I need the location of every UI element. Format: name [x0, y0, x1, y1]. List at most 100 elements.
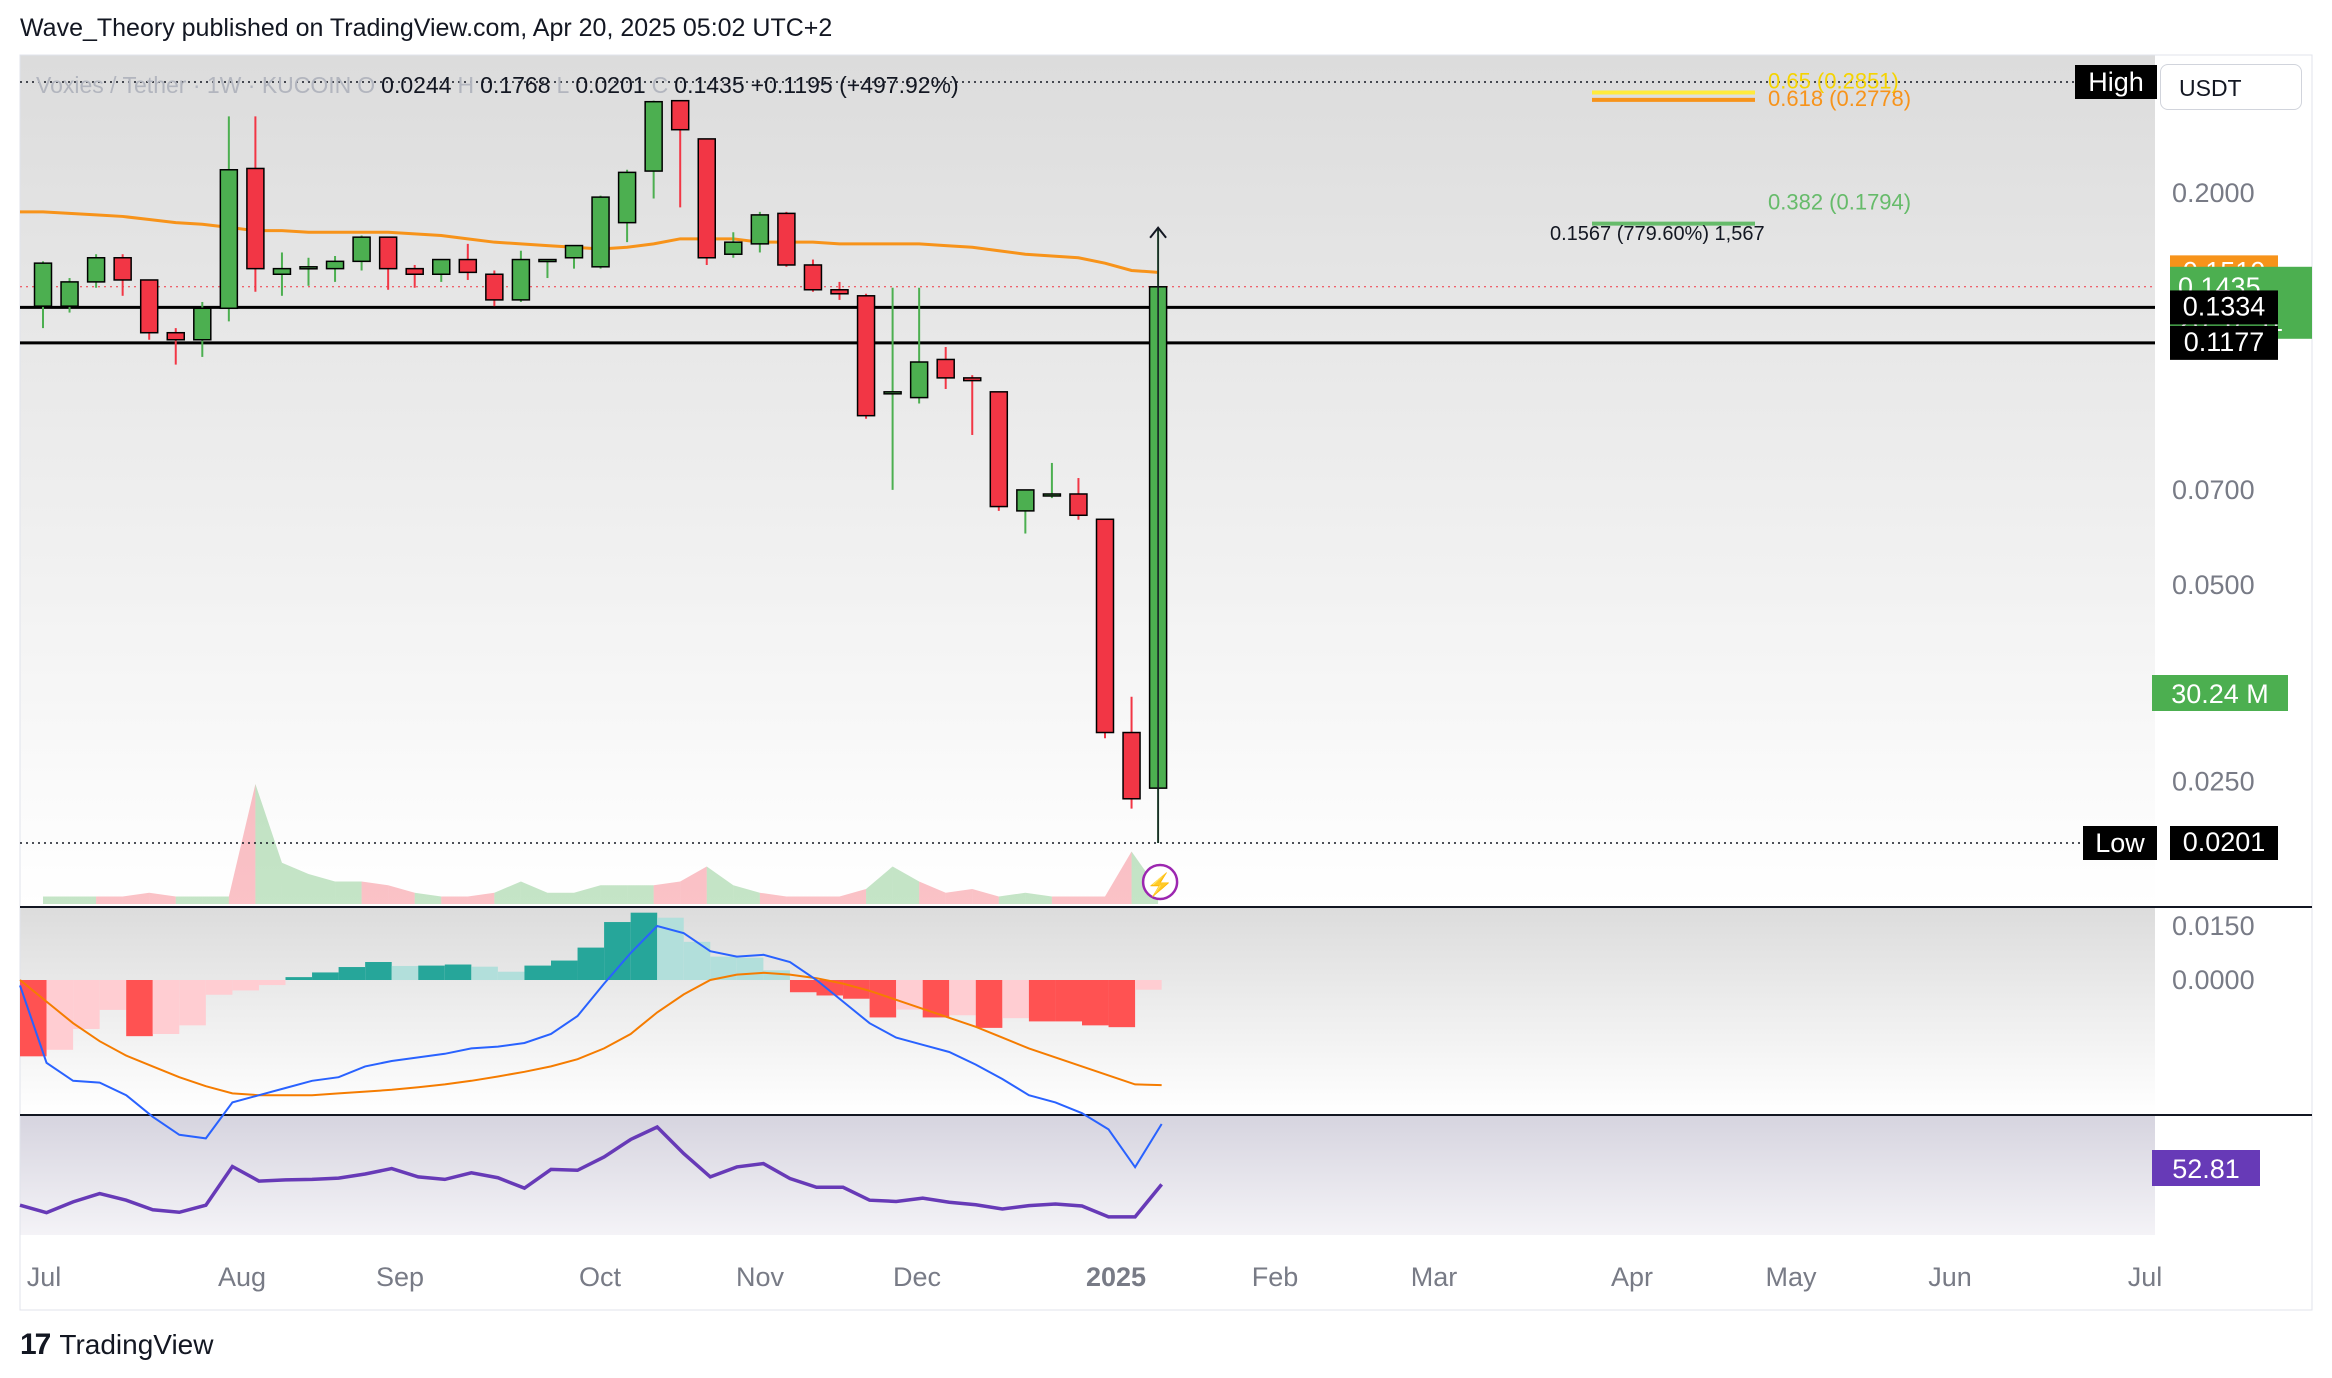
macd-histogram-bar — [418, 965, 445, 980]
candle-body — [538, 258, 557, 263]
candle-body — [617, 171, 637, 224]
volume-area — [919, 881, 946, 904]
volume-area — [812, 896, 840, 904]
candle-body — [299, 266, 318, 270]
macd-histogram-bar — [391, 965, 419, 980]
macd-histogram-bar — [46, 980, 74, 1050]
volume-area — [467, 892, 495, 904]
volume-area — [759, 892, 787, 904]
candle-body — [724, 241, 743, 255]
date-axis-tick: Jul — [27, 1262, 62, 1292]
macd-histogram-bar — [975, 980, 1003, 1028]
low-tag: Low — [2095, 828, 2145, 858]
date-axis-tick: Dec — [893, 1262, 941, 1292]
tradingview-logo[interactable]: 17 TradingView — [20, 1328, 213, 1362]
volume-area — [414, 892, 442, 904]
macd-histogram-bar — [471, 966, 498, 980]
high-tag-bg — [2075, 65, 2157, 99]
legend-high-label: H — [457, 72, 475, 98]
macd-histogram-bar — [312, 972, 339, 980]
candle-body — [60, 281, 79, 307]
volume-area — [1105, 851, 1132, 904]
rsi-tag-bg — [2152, 1150, 2260, 1186]
macd-zero-tick: 0.0000 — [2172, 965, 2255, 995]
volume-area — [839, 889, 867, 904]
volume-area — [574, 885, 601, 904]
rsi-pane-background — [20, 1115, 2155, 1235]
candle-body — [1069, 493, 1088, 517]
volume-area — [733, 885, 760, 904]
volume-area — [945, 889, 973, 904]
candle-body — [1042, 493, 1062, 497]
legend-open: 0.0244 — [381, 72, 452, 98]
volume-area — [175, 896, 203, 904]
volume-area — [998, 892, 1026, 904]
candle-body — [432, 258, 451, 275]
macd-histogram-bar — [444, 964, 472, 980]
candle-body — [33, 262, 53, 307]
macd-signal-line — [19, 971, 1162, 1097]
price-pane-background — [20, 55, 2155, 907]
date-axis-tick: Jun — [1928, 1262, 1972, 1292]
macd-histogram-bar — [710, 956, 737, 980]
volume-area — [388, 885, 415, 904]
date-axis-tick: Nov — [736, 1262, 785, 1292]
volume-area — [228, 784, 256, 904]
macd-histogram-bar — [73, 980, 100, 1029]
date-axis-tick: Jul — [2128, 1262, 2163, 1292]
macd-histogram-bar — [816, 980, 844, 996]
macd-histogram-bar — [1002, 980, 1029, 1019]
macd-line — [19, 924, 1163, 1170]
level-tag: 0.1334 — [2183, 291, 2266, 321]
measure-label: 0.1567 (779.60%) 1,567 — [1550, 223, 1765, 245]
volume-area — [547, 892, 574, 904]
candle-body — [697, 138, 716, 259]
level-tag-bg — [2170, 290, 2278, 325]
macd-histogram-bar — [126, 980, 153, 1037]
candle-body — [750, 214, 770, 245]
candle-body — [246, 167, 265, 270]
volume-area — [122, 892, 150, 904]
candle-body — [113, 257, 132, 281]
volume-area — [255, 784, 282, 904]
high-tag: High — [2088, 67, 2144, 97]
fib-065-label: 0.65 (0.2851) — [1768, 69, 1899, 94]
macd-histogram-bar — [1135, 980, 1162, 990]
macd-histogram-bar — [1108, 980, 1136, 1028]
candle-body — [830, 289, 849, 295]
legend-low: 0.0201 — [575, 72, 646, 98]
date-axis-tick: Mar — [1411, 1262, 1458, 1292]
volume-tag-bg — [2152, 675, 2288, 711]
volume-area — [361, 881, 389, 904]
price-axis-tick: 0.0700 — [2172, 475, 2255, 505]
volume-area — [281, 862, 309, 904]
candle-body — [1095, 518, 1115, 734]
price-axis-tick: 0.2000 — [2172, 178, 2255, 208]
macd-histogram-bar — [1028, 980, 1056, 1022]
candle-body — [485, 273, 504, 301]
macd-histogram-bar — [630, 912, 658, 980]
candle-body — [591, 196, 610, 268]
candle-body — [378, 236, 398, 270]
fib-0382-label: 0.382 (0.1794) — [1768, 190, 1911, 215]
legend-close-label: C — [651, 72, 669, 98]
candle-body — [856, 295, 876, 417]
candle-body — [803, 264, 823, 291]
date-axis-tick: Feb — [1252, 1262, 1299, 1292]
candle-body — [352, 236, 371, 263]
volume-area — [494, 881, 521, 904]
volume-area — [520, 881, 548, 904]
volume-area — [441, 896, 468, 904]
macd-histogram-bar — [99, 980, 127, 1010]
alert-flash-icon — [1141, 863, 1179, 901]
candle-body — [909, 361, 929, 399]
macd-histogram-bar — [365, 962, 392, 980]
candle-body — [1016, 489, 1035, 512]
currency-select-button[interactable]: USDT — [2160, 64, 2302, 110]
macd-histogram-bar — [179, 980, 206, 1026]
macd-histogram-bar — [922, 980, 950, 1018]
low-value-tag: 0.0201 — [2183, 827, 2266, 857]
price-axis-tick: 0.0500 — [2172, 570, 2255, 600]
